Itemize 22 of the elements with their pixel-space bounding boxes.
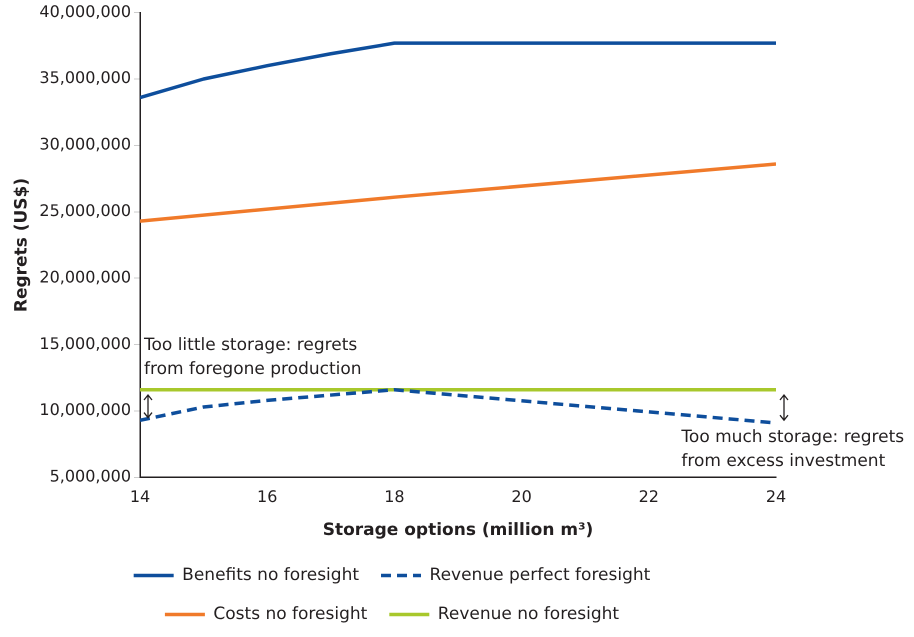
y-tick-label: 15,000,000 bbox=[39, 334, 132, 353]
y-tick-label: 30,000,000 bbox=[39, 134, 132, 154]
x-axis-title: Storage options (million m³) bbox=[322, 520, 594, 540]
legend-label: Benefits no foresight bbox=[182, 564, 360, 585]
x-tick-label: 20 bbox=[511, 487, 532, 506]
x-tick-label: 22 bbox=[638, 487, 659, 506]
y-tick-label: 35,000,000 bbox=[39, 68, 132, 88]
y-tick-label: 40,000,000 bbox=[39, 2, 132, 21]
x-tick-label: 14 bbox=[130, 487, 150, 506]
y-axis-title: Regrets (US$) bbox=[12, 178, 32, 312]
x-tick-label: 18 bbox=[384, 487, 405, 506]
y-tick-label: 10,000,000 bbox=[39, 400, 132, 420]
y-tick-label: 5,000,000 bbox=[50, 466, 132, 486]
annotation: Too much storage: regrets from excess investment bbox=[680, 426, 904, 471]
y-tick-label: 20,000,000 bbox=[39, 267, 132, 286]
legend-label: Revenue no foresight bbox=[438, 604, 620, 624]
x-tick-label: 24 bbox=[766, 487, 786, 506]
legend-label: Revenue perfect foresight bbox=[430, 564, 651, 585]
annotation: Too little storage: regrets from foregone production bbox=[143, 334, 362, 379]
legend-label: Costs no foresight bbox=[213, 604, 368, 624]
x-tick-label: 16 bbox=[257, 487, 278, 506]
y-tick-label: 25,000,000 bbox=[39, 200, 132, 220]
